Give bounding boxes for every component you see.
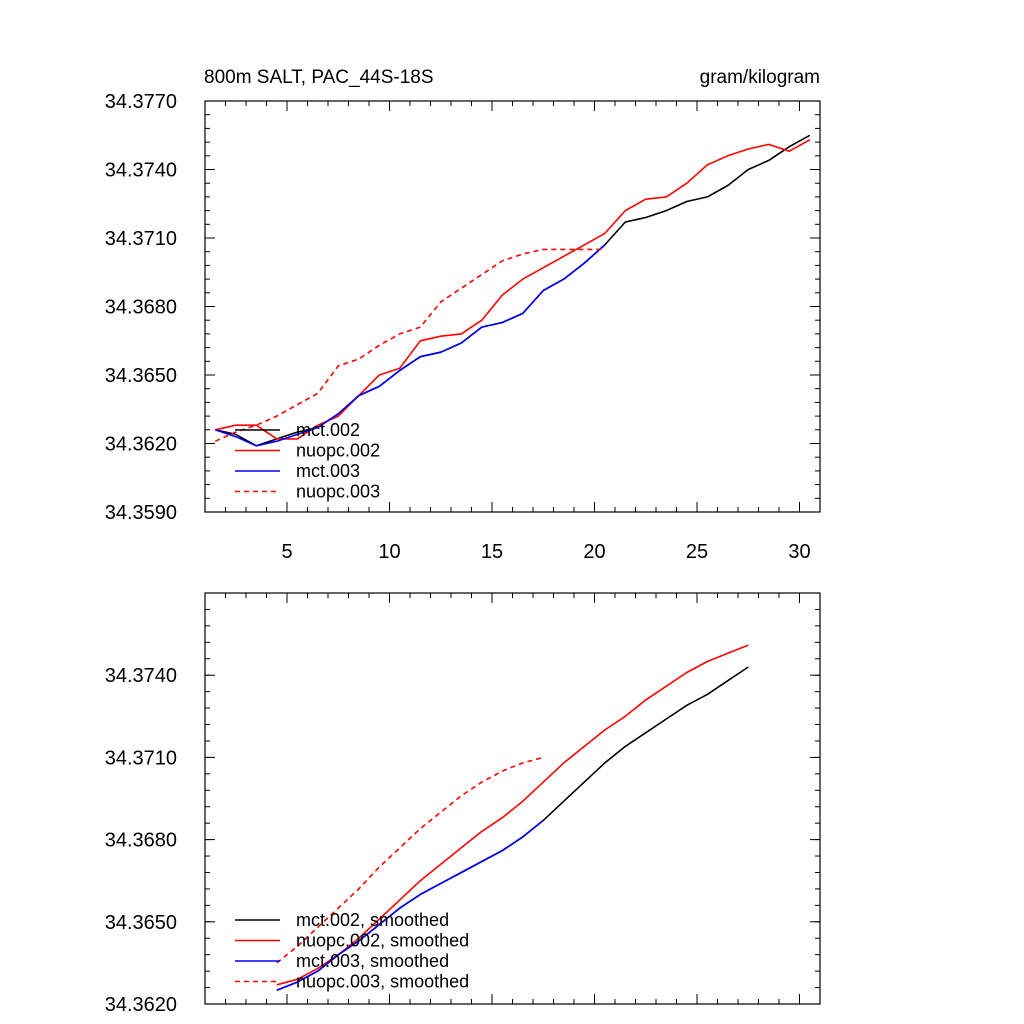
series-line-mct-003-smoothed [276,819,544,992]
y-tick-label: 34.3770 [105,91,177,113]
legend-label: nuopc.002, smoothed [296,931,469,951]
x-tick-label: 5 [281,541,292,563]
y-tick-label: 34.3680 [105,297,177,319]
legend-label: nuopc.002 [296,441,380,461]
y-tick-label: 34.3590 [105,502,177,524]
top-panel: 800m SALT, PAC_44S-18S gram/kilogram 5 10… [105,67,821,563]
bottom-panel: 34.3740 34.3710 34.3680 34.3650 34.3620 mct.0… [105,592,821,1016]
x-tick-label: 20 [583,541,605,563]
units-label: gram/kilogram [700,67,820,88]
series-line-nuopc-003 [214,248,605,442]
legend-label: nuopc.003, smoothed [296,972,469,992]
y-tick-label: 34.3620 [105,994,177,1016]
x-tick-label: 15 [481,541,503,563]
y-tick-label: 34.3740 [105,665,177,687]
y-tick-label: 34.3650 [105,912,177,934]
series-line-nuopc-002-smoothed [276,644,749,986]
x-tick-label: 25 [686,541,708,563]
y-tick-label: 34.3680 [105,830,177,852]
legend-label: mct.003 [296,461,360,481]
y-tick-label: 34.3710 [105,747,177,769]
series-line-nuopc-002 [215,139,811,440]
x-tick-label: 30 [788,541,810,563]
legend-label: nuopc.003 [296,482,380,502]
series-line-mct-003 [215,244,606,447]
legend-label: mct.003, smoothed [296,951,449,971]
legend-label: mct.002 [296,420,360,440]
series-line-mct-002 [215,134,811,447]
y-tick-label: 34.3740 [105,160,177,182]
top-title: 800m SALT, PAC_44S-18S [204,67,434,88]
legend-label: mct.002, smoothed [296,910,449,930]
x-tick-label: 10 [378,541,400,563]
series-line-nuopc-003-smoothed [276,756,544,964]
y-tick-label: 34.3710 [105,228,177,250]
y-tick-label: 34.3620 [105,434,177,456]
y-tick-label: 34.3650 [105,365,177,387]
